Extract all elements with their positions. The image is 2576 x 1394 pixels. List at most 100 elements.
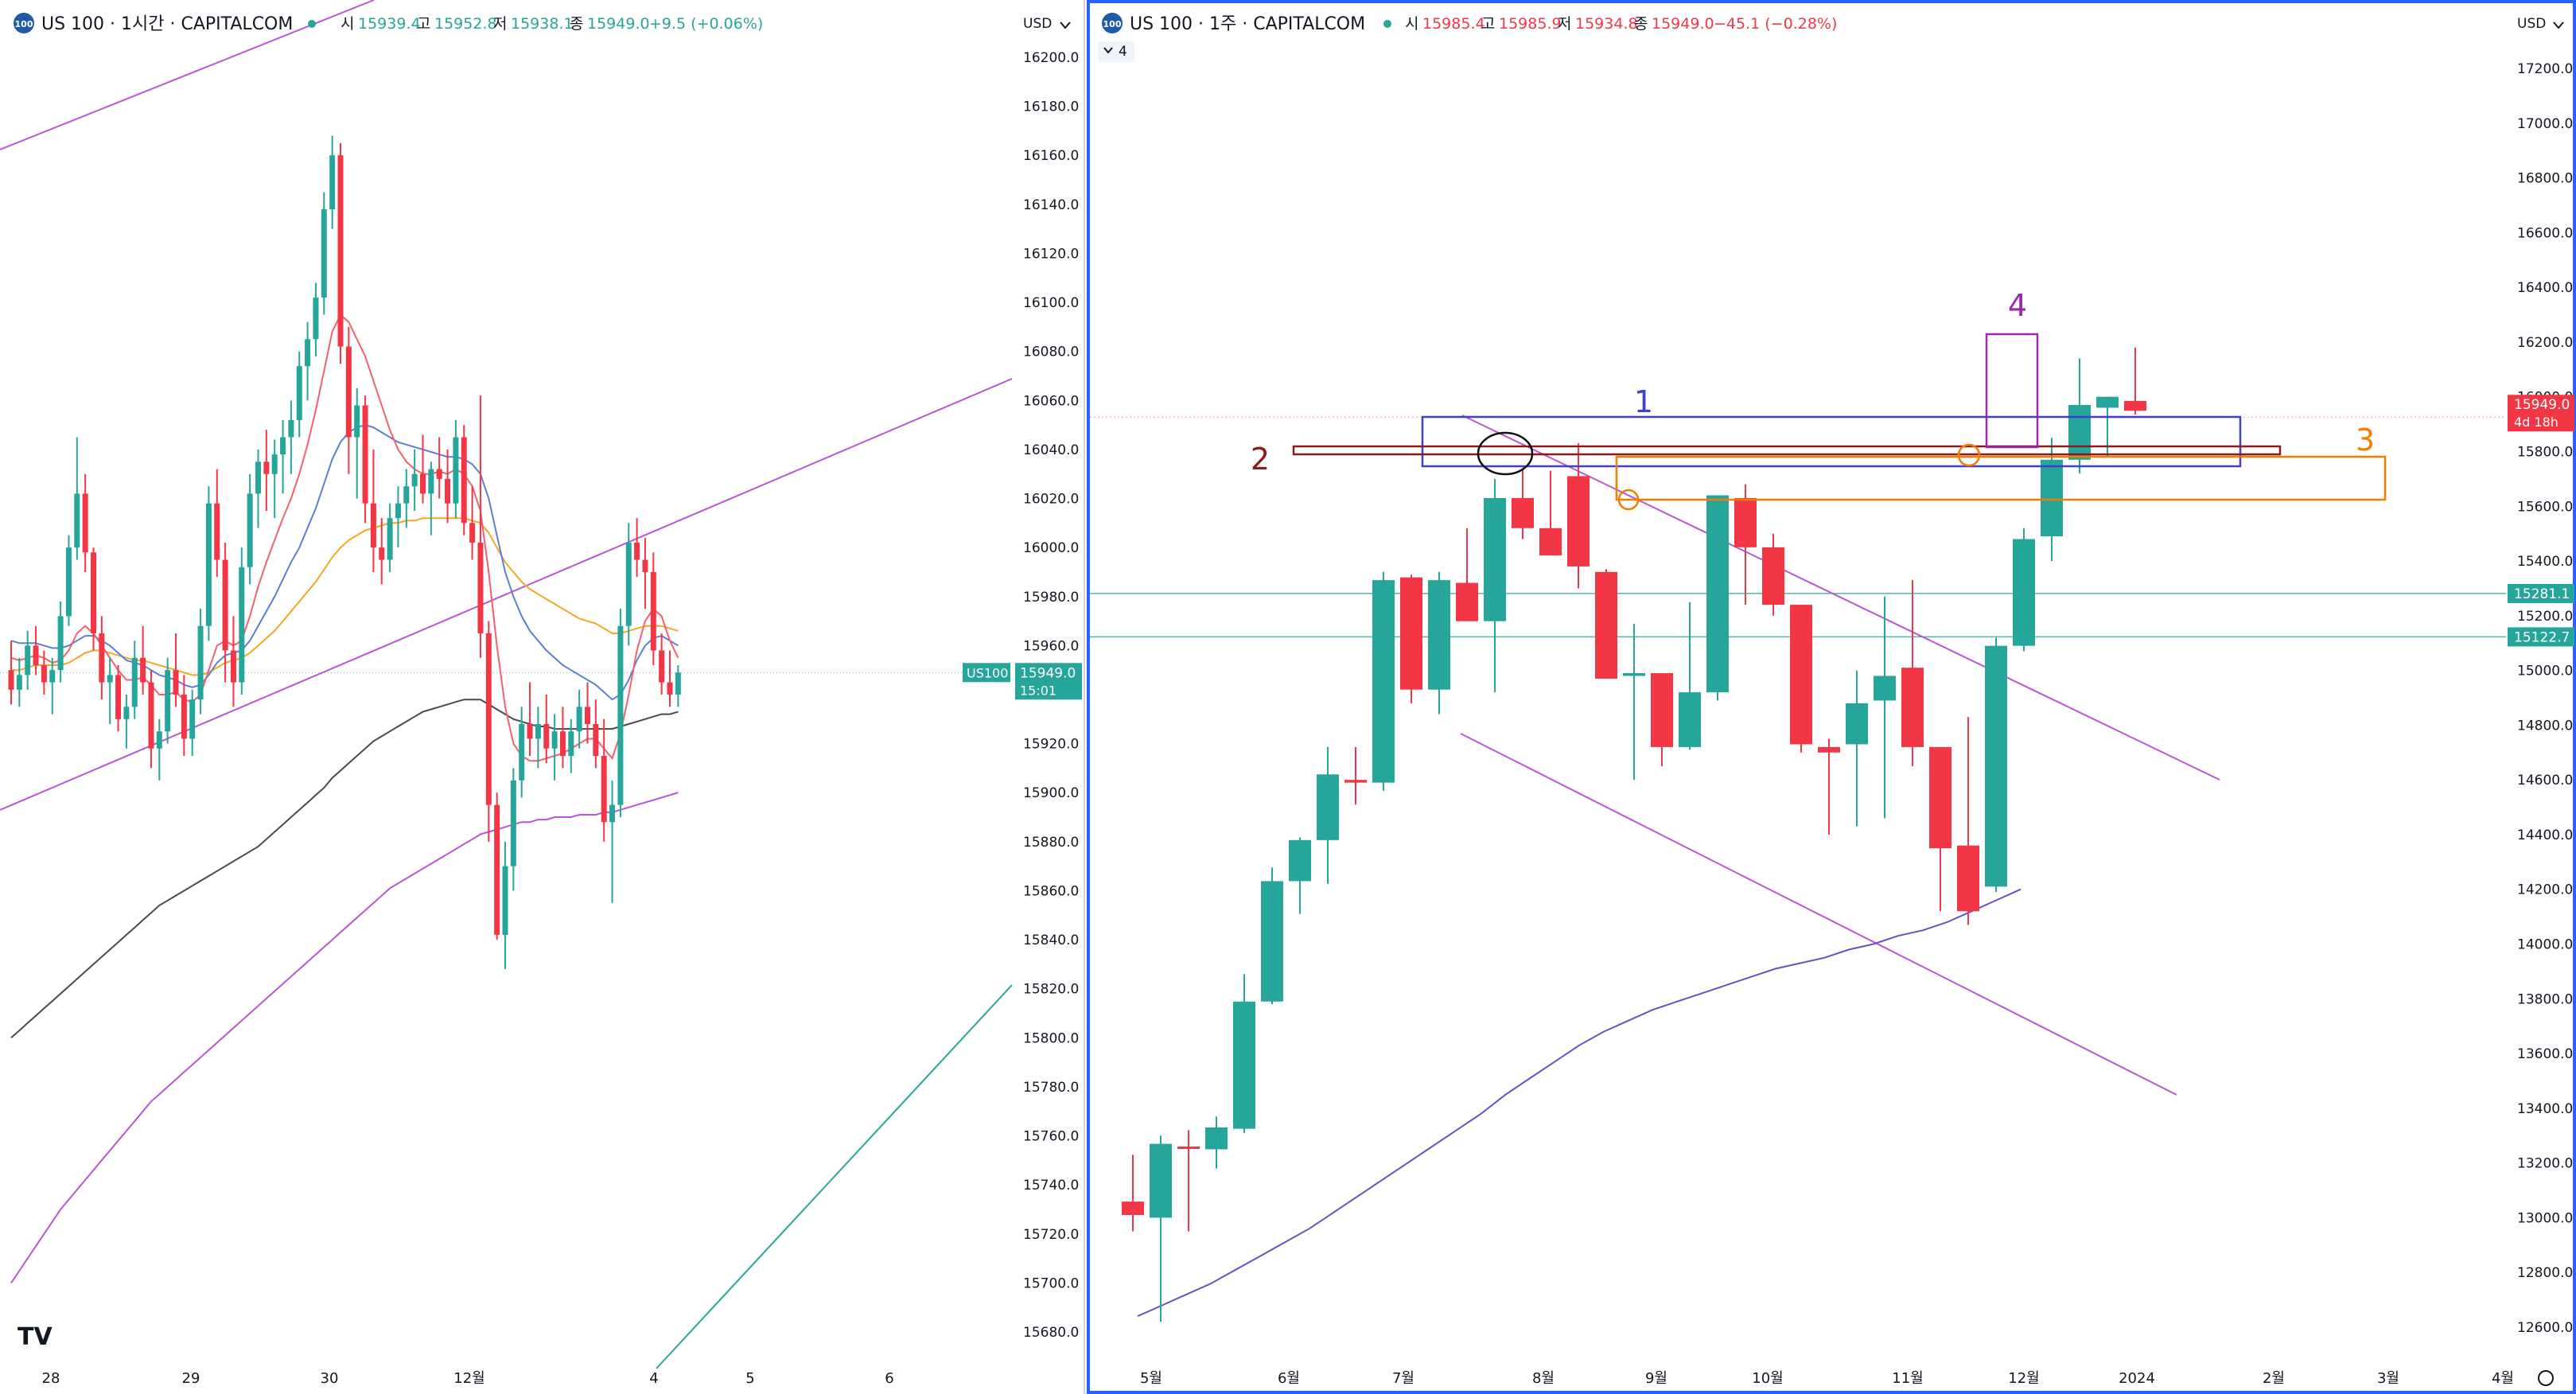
price-axis-label: 14600.0: [2517, 773, 2573, 789]
ohlc-label: 종: [1634, 15, 1648, 33]
candle-body: [247, 493, 253, 567]
right-plot: 1 2 3 4 17200.0 17000.0 16800.0 16600.0 16400.0 1…: [1090, 61, 2574, 1387]
candle-body: [173, 670, 179, 695]
currency-label[interactable]: USD: [1023, 16, 1052, 32]
candle-body: [650, 571, 656, 651]
price-axis-label: 13200.0: [2517, 1156, 2573, 1172]
candle-body: [1874, 676, 1896, 701]
ohlc-label: 종: [570, 15, 583, 33]
right-chart-pane[interactable]: [1087, 0, 2576, 1394]
candle-body: [617, 625, 624, 805]
price-axis-label: 15800.0: [1023, 1030, 1079, 1046]
left-plot: 16200.0 16180.0 16160.0 16140.0 16120.0 16100…: [0, 0, 1082, 1387]
ma-mid-line: [10, 424, 679, 701]
price-axis-label: 13600.0: [2517, 1046, 2573, 1062]
zone-box-1: [1421, 415, 2242, 468]
candle-body: [1205, 1127, 1228, 1150]
candle-body: [57, 616, 64, 671]
currency-chevron-icon[interactable]: [2553, 21, 2564, 29]
ohlc-label: 시: [1405, 15, 1418, 33]
candle-body: [1539, 528, 1562, 556]
ohlc-change: −45.1 (−0.28%): [1714, 15, 1837, 33]
candle-body: [1762, 547, 1784, 605]
candle-body: [519, 723, 525, 781]
price-tag-value: 15949.0: [1020, 665, 1076, 681]
ohlc-value: 15949.0: [1652, 15, 1714, 33]
indicator-count[interactable]: 4: [1119, 44, 1127, 60]
zone-label-3: 3: [2356, 422, 2375, 458]
candle-body: [41, 665, 47, 683]
left-chart-title[interactable]: US 100 · 1시간 · CAPITALCOM: [41, 14, 293, 34]
zone-box-3: [1615, 455, 2387, 501]
candle-body: [395, 503, 401, 519]
candle-body: [403, 486, 410, 504]
price-axis-label: 16160.0: [1023, 148, 1079, 164]
price-tag-value: 15949.0: [2514, 397, 2570, 413]
tradingview-logo: TV: [18, 1323, 53, 1351]
candle-body: [1734, 497, 1757, 547]
candle-body: [469, 523, 476, 543]
symbol-logo-text: 100: [1103, 19, 1122, 29]
ma-slow-line: [11, 517, 679, 676]
price-axis-label: 16080.0: [1023, 345, 1079, 360]
candle-body: [1456, 582, 1478, 621]
level-tag-bg: [2508, 583, 2574, 603]
ohlc-value: 15985.9: [1499, 15, 1562, 33]
candle-body: [675, 672, 681, 695]
currency-chevron-icon[interactable]: [1060, 21, 1071, 29]
ma-long-line: [10, 699, 679, 1039]
price-axis-label: 15900.0: [1023, 785, 1079, 801]
candle-body: [1651, 673, 1673, 747]
symbol-logo-icon: [1102, 13, 1123, 33]
ohlc-label: 시: [340, 15, 354, 33]
candle-body: [362, 405, 368, 504]
price-axis-label: 17000.0: [2517, 116, 2573, 132]
date-axis-label: 12월: [2008, 1370, 2039, 1387]
candle-body: [263, 461, 270, 474]
price-axis-label: 14400.0: [2517, 827, 2573, 843]
indicator-toggle-bg[interactable]: [1098, 41, 1134, 62]
right-chart-title[interactable]: US 100 · 1주 · CAPITALCOM: [1130, 14, 1365, 34]
price-axis-label: 16180.0: [1023, 99, 1079, 115]
candle-body: [659, 650, 665, 683]
price-axis-label: 15980.0: [1023, 590, 1079, 605]
price-tag-countdown: 4d 18h: [2514, 415, 2558, 430]
currency-label[interactable]: USD: [2517, 16, 2546, 32]
ohlc-value: 15985.4: [1422, 15, 1485, 33]
price-axis-label: 16200.0: [1023, 50, 1079, 66]
date-axis-label: 10월: [1752, 1370, 1783, 1387]
candle-body: [1957, 845, 1979, 912]
upper-trend-line: [1461, 415, 2220, 781]
ohlc-label: 저: [1558, 15, 1571, 33]
left-chart-pane[interactable]: [0, 0, 1085, 1394]
candle-body: [1289, 839, 1311, 882]
date-axis-label: 9월: [1645, 1370, 1667, 1387]
candle-body: [1901, 668, 1924, 747]
candle-body: [1484, 497, 1506, 621]
candle-body: [445, 478, 451, 504]
settings-gear-icon[interactable]: [2538, 1370, 2554, 1386]
price-axis-label: 13400.0: [2517, 1101, 2573, 1117]
zone-label-1: 1: [1634, 384, 1653, 419]
level-tag: 15122.7: [2514, 629, 2570, 645]
ohlc-value: 15934.8: [1575, 15, 1638, 33]
price-axis-label: 16140.0: [1023, 197, 1079, 213]
candle-body: [543, 723, 550, 749]
candle-body: [2041, 459, 2063, 537]
price-axis-label: 15920.0: [1023, 737, 1079, 753]
candle-body: [1846, 703, 1868, 745]
symbol-logo-icon: [14, 13, 34, 33]
candle-body: [1595, 571, 1617, 679]
candle-body: [494, 804, 500, 935]
price-axis-label: 15720.0: [1023, 1227, 1079, 1243]
chevron-down-icon[interactable]: [1103, 47, 1113, 54]
candle-body: [16, 675, 22, 690]
candle-body: [411, 473, 418, 487]
ohlc-change: +9.5 (+0.06%): [649, 15, 763, 33]
price-axis-label: 16120.0: [1023, 246, 1079, 262]
candle-body: [181, 695, 187, 739]
price-tag-bg: [1015, 663, 1082, 700]
candle-body: [609, 804, 616, 823]
